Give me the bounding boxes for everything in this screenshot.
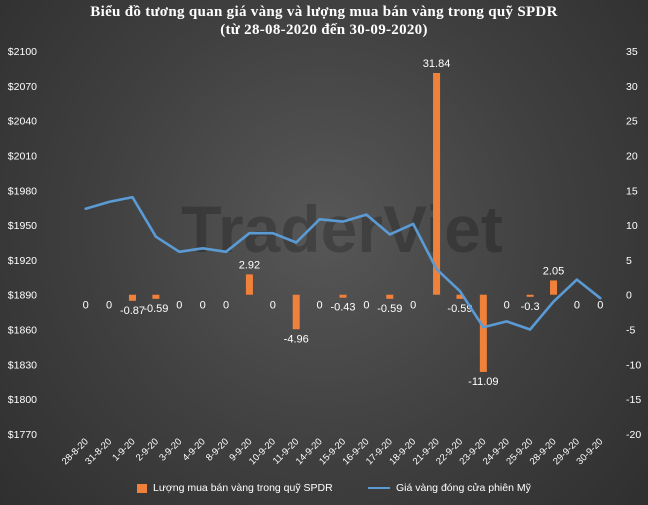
spdr-bar (386, 294, 394, 299)
right-tick-label: -15 (626, 394, 641, 406)
right-tick-label: 10 (626, 220, 638, 232)
bar-data-label: 2.92 (239, 259, 260, 271)
bar-data-label: -0.43 (330, 302, 355, 314)
bar-labels: 0 0 -0.87-0.59 0 0 02.920-4.960 -0.43 0 -0.59 031… (83, 58, 604, 388)
bar-data-label: 0 (597, 300, 603, 312)
bar-data-label: 0 (504, 300, 510, 312)
left-tick-label: $1950 (8, 220, 37, 232)
bar-data-label: -4.96 (284, 333, 309, 345)
bar-data-label: -0.59 (143, 303, 168, 315)
left-tick-label: $1860 (8, 325, 37, 337)
bar-data-label: -0.3 (521, 301, 540, 313)
spdr-bar (128, 294, 136, 301)
right-tick-label: -20 (626, 429, 641, 441)
right-tick-label: 15 (626, 185, 638, 197)
spdr-bar (339, 294, 347, 298)
bar-data-label: 0 (176, 300, 182, 312)
bar-data-label: 0 (574, 300, 580, 312)
right-tick-label: 35 (626, 46, 638, 58)
x-tick-label: 30-9-20 (574, 436, 605, 467)
right-tick-label: 20 (626, 150, 638, 162)
spdr-bar (292, 294, 300, 330)
bar-data-label: 0 (410, 300, 416, 312)
left-tick-label: $1920 (8, 255, 37, 267)
spdr-bar (456, 294, 464, 299)
bar-data-label: -0.59 (447, 303, 472, 315)
gold-price-line (84, 195, 602, 331)
x-axis: 28-8-2031-8-201-9-202-9-203-9-204-9-208-… (60, 436, 606, 467)
spdr-bar (245, 274, 253, 295)
legend-bar-swatch (137, 483, 147, 493)
x-tick-label: 3-9-20 (157, 436, 184, 463)
spdr-bar (550, 280, 558, 295)
legend-line-swatch (368, 487, 390, 489)
chart-title: Biểu đồ tương quan giá vàng và lượng mua… (90, 4, 558, 20)
x-tick-label: 4-9-20 (181, 436, 208, 463)
bar-data-label: 0 (223, 300, 229, 312)
right-tick-label: -10 (626, 359, 641, 371)
bar-data-label: 2.05 (543, 265, 564, 277)
legend-item-spdr: Lượng mua bán vàng trong quỹ SPDR (137, 482, 333, 494)
right-tick-label: 0 (626, 290, 632, 302)
left-tick-label: $1830 (8, 359, 37, 371)
legend-item-gold-price: Giá vàng đóng cửa phiên Mỹ (368, 482, 531, 494)
right-tick-label: 25 (626, 116, 638, 128)
right-tick-label: -5 (626, 325, 635, 337)
spdr-bar (526, 294, 534, 297)
x-tick-label: 8-9-20 (204, 436, 231, 463)
spdr-bar (433, 73, 441, 295)
left-tick-label: $2070 (8, 81, 37, 93)
bar-data-label: 0 (270, 300, 276, 312)
x-tick-label: 1-9-20 (110, 436, 137, 463)
spdr-bar (152, 294, 160, 299)
line-series (84, 195, 602, 331)
x-tick-label: 2-9-20 (134, 436, 161, 463)
left-tick-label: $1890 (8, 290, 37, 302)
chart-subtitle: (từ 28-08-2020 đến 30-09-2020) (220, 22, 428, 38)
bar-data-label: 0 (106, 300, 112, 312)
bar-data-label: 0 (83, 300, 89, 312)
bar-data-label: 31.84 (423, 58, 451, 70)
left-axis: $2100 $2070 $2040 $2010 $1980 $1950 $1920 $1890… (8, 46, 37, 441)
left-tick-label: $2010 (8, 150, 37, 162)
legend-label-spdr: Lượng mua bán vàng trong quỹ SPDR (153, 482, 333, 494)
bar-series (128, 73, 558, 372)
right-tick-label: 5 (626, 255, 632, 267)
left-tick-label: $2040 (8, 116, 37, 128)
x-tick-label: 31-8-20 (83, 436, 114, 467)
left-tick-label: $1800 (8, 394, 37, 406)
watermark: TraderViet (181, 192, 503, 266)
bar-data-label: -0.87 (120, 305, 145, 317)
spdr-bar (479, 294, 487, 372)
bar-data-label: -0.59 (377, 303, 402, 315)
bar-data-label: -11.09 (468, 376, 498, 388)
bar-data-label: 0 (317, 300, 323, 312)
right-axis: 35 30 25 20 15 10 5 0 -5 -10 -15 -20 (626, 46, 641, 441)
bar-data-label: 0 (200, 300, 206, 312)
left-tick-label: $1980 (8, 185, 37, 197)
left-tick-label: $2100 (8, 46, 37, 58)
left-tick-label: $1770 (8, 429, 37, 441)
bar-data-label: 0 (363, 300, 369, 312)
legend-label-gold-price: Giá vàng đóng cửa phiên Mỹ (396, 482, 531, 494)
right-tick-label: 30 (626, 81, 638, 93)
